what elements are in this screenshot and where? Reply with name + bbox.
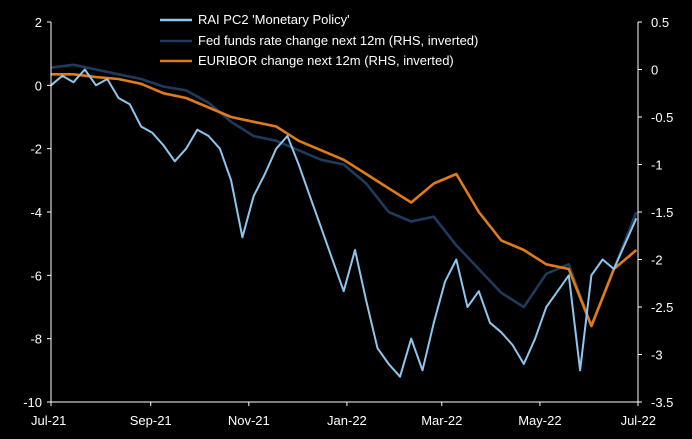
- y-right-tick-label: 0: [651, 63, 658, 78]
- y-right-tick-label: -1: [651, 158, 663, 173]
- legend-label-2: EURIBOR change next 12m (RHS, inverted): [198, 53, 454, 68]
- y-left-tick-label: -4: [30, 205, 42, 220]
- series-line-1: [50, 63, 638, 328]
- x-tick-label: Jul-22: [621, 413, 656, 428]
- y-right-tick-label: -3.5: [651, 395, 673, 410]
- axes-layer: 2 0 -2 -4 -6 -8 -10 0.5 0 -0.5 -1 -1.5 -2 -2.5 -3 -3.5 J…: [23, 15, 673, 428]
- y-left-tick-label: -2: [30, 142, 42, 157]
- series-layer: [50, 63, 638, 378]
- series-line-2: [51, 73, 638, 328]
- series-line-0: [50, 68, 638, 378]
- y-left-tick-label: -8: [30, 332, 42, 347]
- y-right-tick-label: -2: [651, 253, 663, 268]
- y-right-tick-label: -3: [651, 348, 663, 363]
- x-tick-label: Jan-22: [327, 413, 367, 428]
- x-tick-label: Sep-21: [130, 413, 172, 428]
- x-tick-label: Jul-21: [31, 413, 66, 428]
- y-right-tick-label: -1.5: [651, 205, 673, 220]
- y-left-tick-label: 2: [35, 15, 42, 30]
- x-tick-label: Mar-22: [421, 413, 462, 428]
- x-tick-label: Nov-21: [228, 413, 270, 428]
- x-tick-label: May-22: [518, 413, 561, 428]
- legend-label-1: Fed funds rate change next 12m (RHS, inv…: [198, 33, 478, 48]
- y-right-tick-label: 0.5: [651, 15, 669, 30]
- y-right-tick-label: -2.5: [651, 300, 673, 315]
- y-right-tick-label: -0.5: [651, 110, 673, 125]
- y-left-tick-label: -6: [30, 268, 42, 283]
- legend-label-0: RAI PC2 'Monetary Policy': [198, 12, 350, 27]
- legend: RAI PC2 'Monetary Policy' Fed funds rate …: [160, 12, 478, 68]
- y-left-tick-label: -10: [23, 395, 42, 410]
- y-left-tick-label: 0: [35, 78, 42, 93]
